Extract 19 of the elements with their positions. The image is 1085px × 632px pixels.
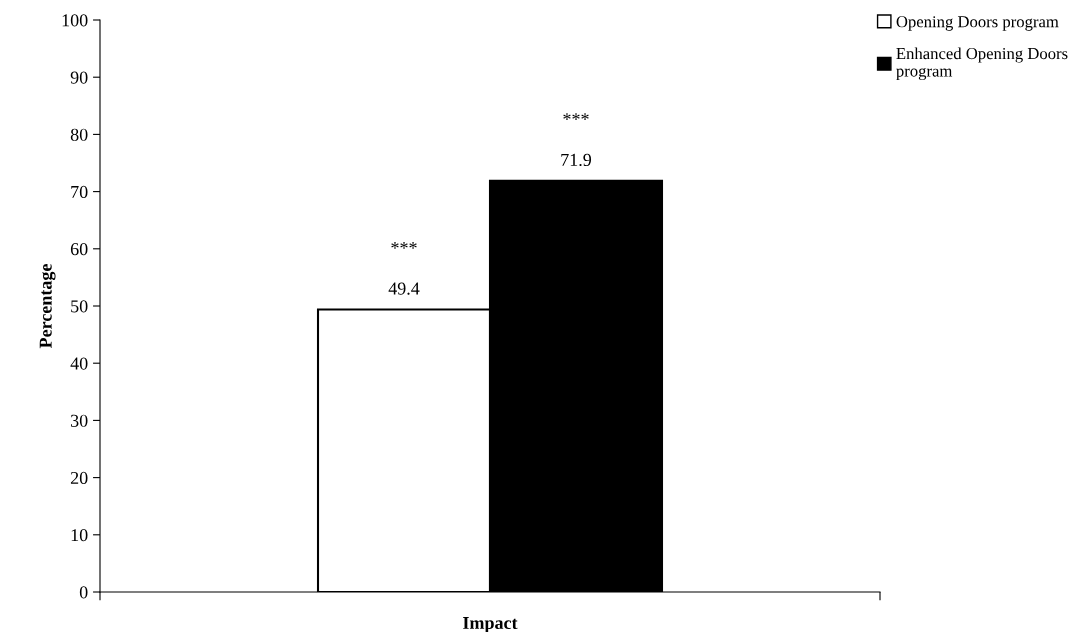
data-label: 49.4 bbox=[388, 282, 420, 295]
legend-label: Opening Doors program bbox=[896, 16, 1059, 31]
y-tick-label: 100 bbox=[62, 14, 88, 27]
y-tick-label: 40 bbox=[70, 357, 88, 370]
data-label: 71.9 bbox=[561, 153, 592, 167]
y-tick-label: 90 bbox=[70, 71, 88, 84]
y-axis-title: Percentage bbox=[39, 264, 56, 349]
y-tick-label: 10 bbox=[71, 529, 88, 542]
y-tick-label: 70 bbox=[71, 185, 88, 199]
y-tick-label: 20 bbox=[70, 471, 88, 485]
y-tick-label: 80 bbox=[70, 128, 88, 141]
x-axis-title: Impact bbox=[463, 617, 518, 632]
y-tick-label: 50 bbox=[71, 300, 88, 313]
y-tick-label: 0 bbox=[79, 586, 88, 599]
annotation: *** bbox=[391, 242, 417, 249]
y-tick-label: 30 bbox=[71, 414, 88, 427]
y-tick-label: 60 bbox=[70, 243, 88, 256]
annotation: *** bbox=[563, 113, 589, 120]
legend-label: Enhanced Opening Doors program bbox=[896, 47, 1068, 81]
